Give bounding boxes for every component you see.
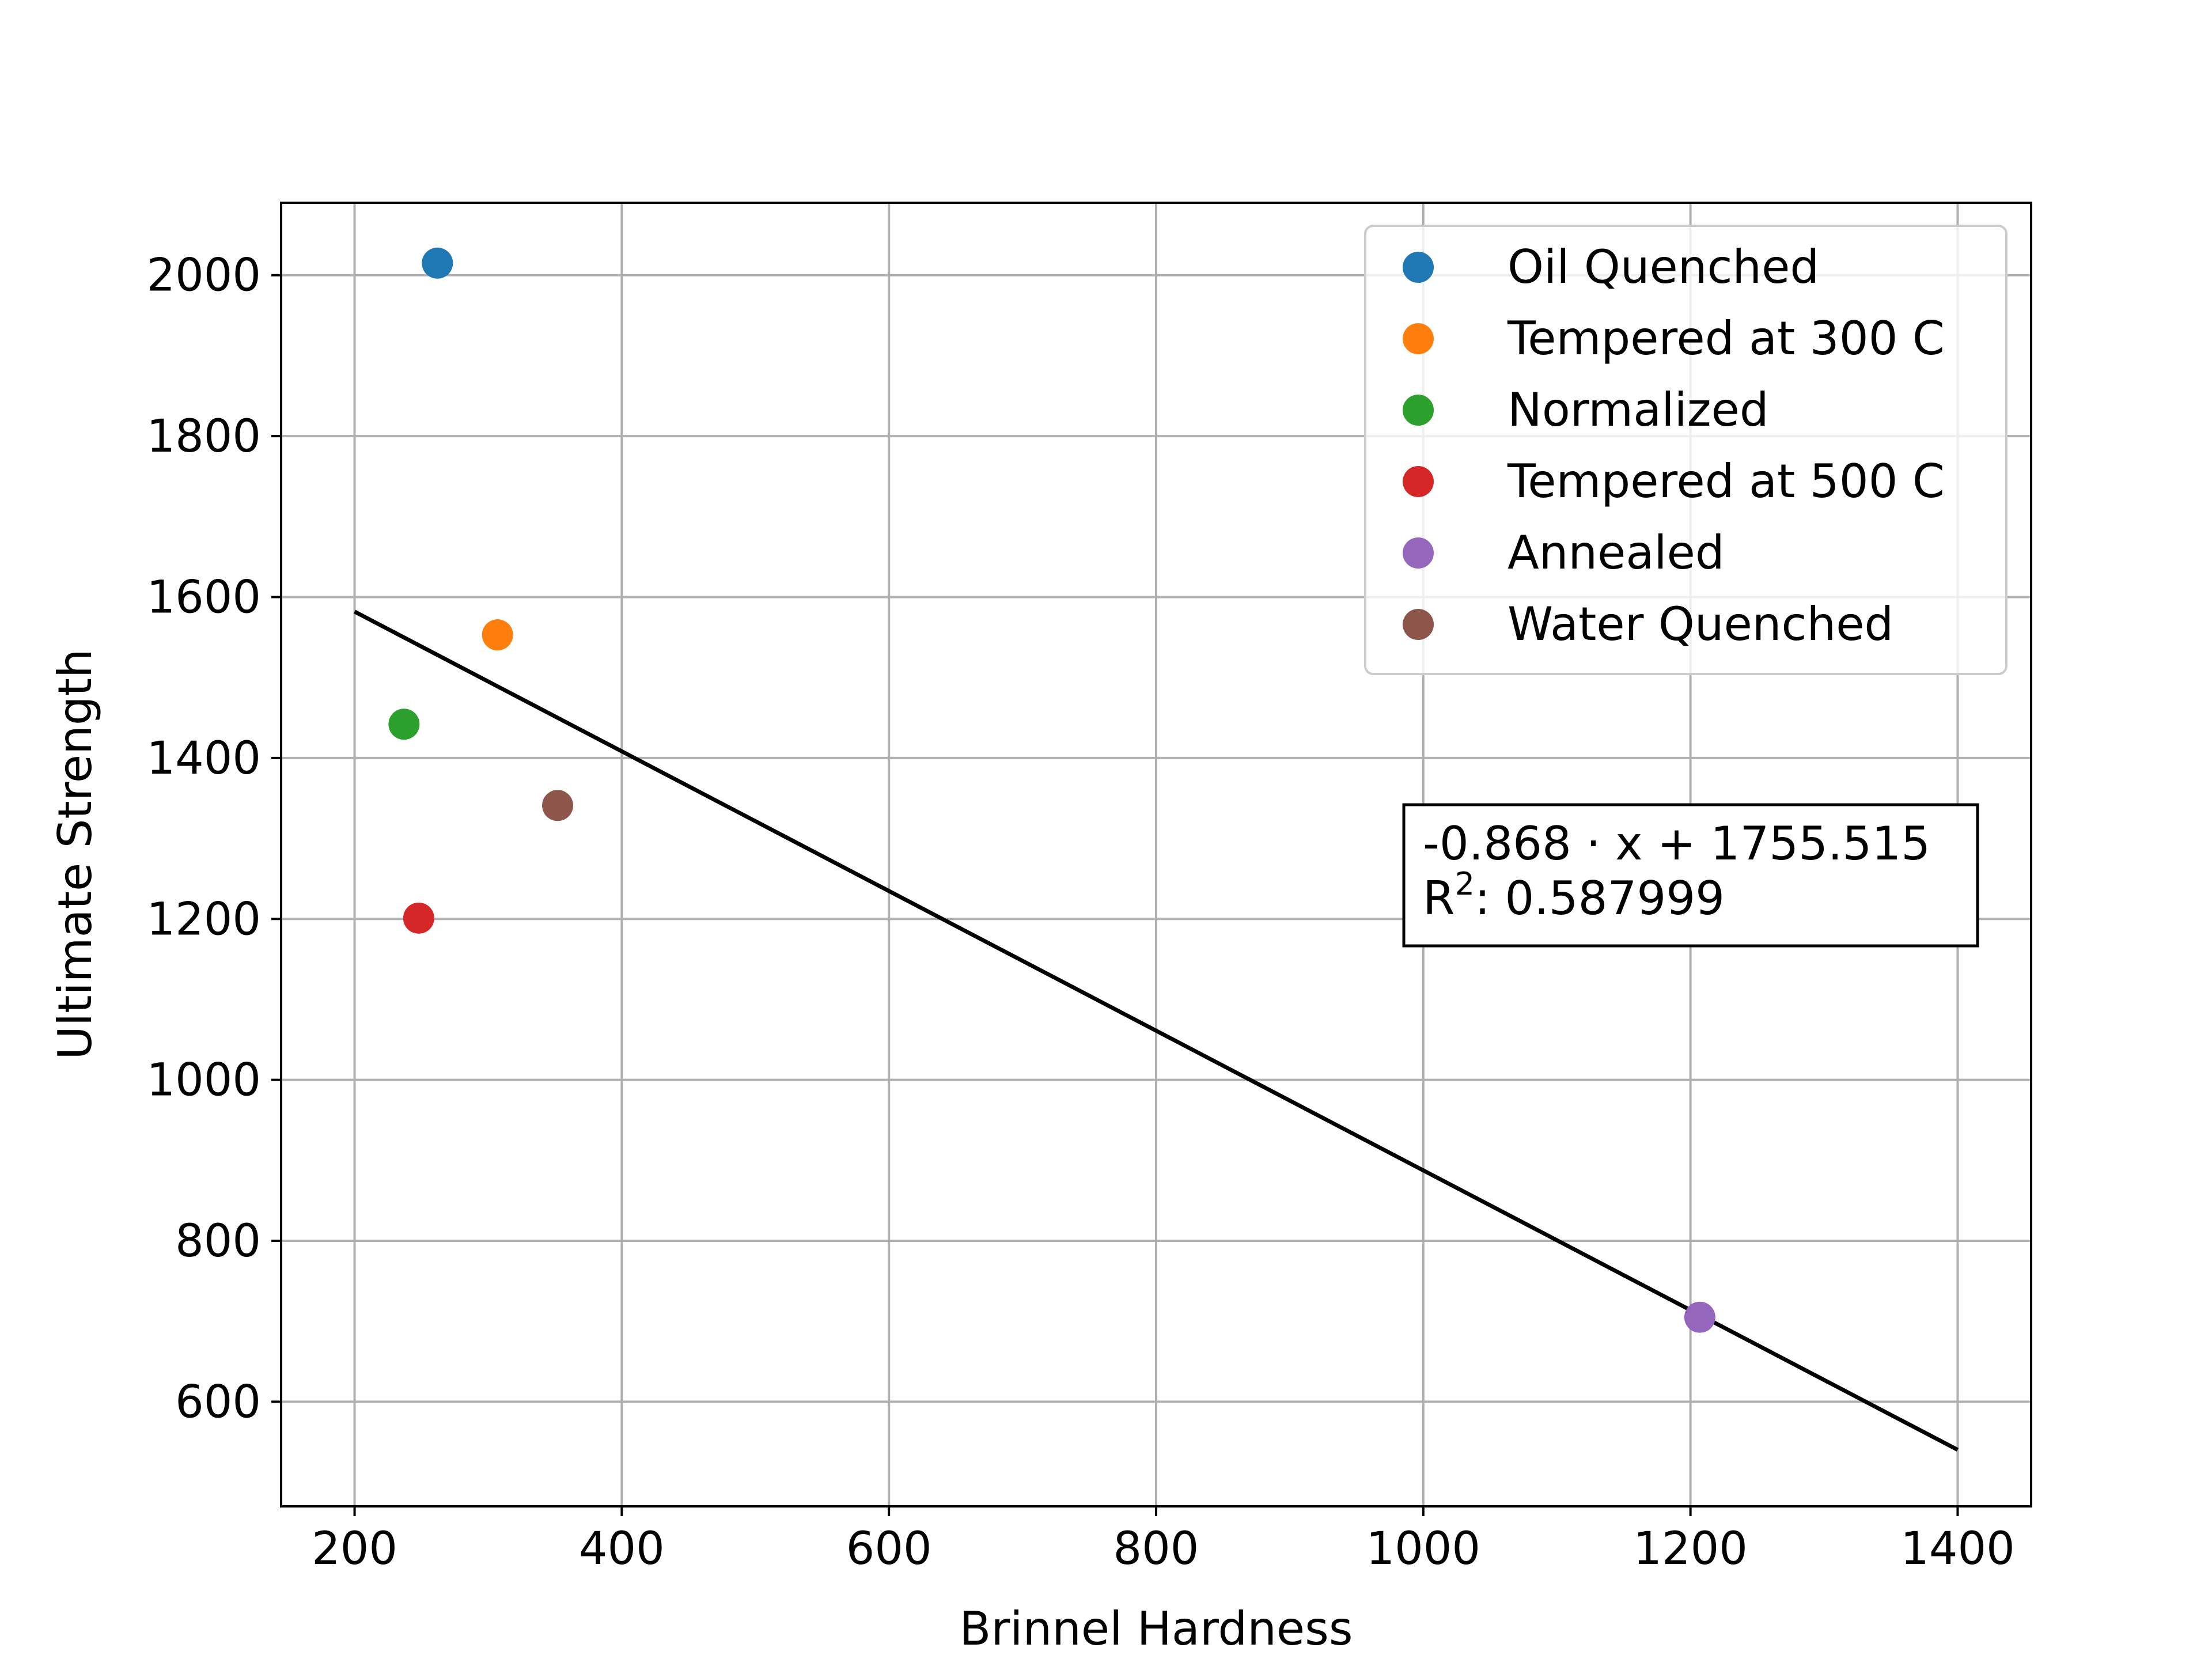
equation-frame [1402,803,1979,948]
legend-box [1364,225,2008,675]
legend-marker [1403,395,1434,426]
legend-label: Oil Quenched [1508,240,1819,294]
x-tick-label: 1400 [1900,1523,2015,1575]
legend-label: Water Quenched [1508,597,1893,651]
x-tick-label: 800 [1113,1523,1199,1575]
x-tick-label: 600 [846,1523,932,1575]
y-tick-label: 2000 [146,250,261,302]
data-point [403,902,434,934]
legend-marker [1403,252,1434,283]
x-tick-label: 200 [312,1523,397,1575]
legend-marker [1403,537,1434,569]
y-tick-label: 1200 [146,893,261,945]
legend: Oil Quenched Tempered at 300 C Normalized T… [1364,225,2008,675]
legend-label: Tempered at 300 C [1507,312,1945,365]
r-squared-value: : 0.587999 [1475,872,1725,925]
y-tick-label: 600 [175,1376,261,1428]
y-tick-label: 1600 [146,571,261,623]
legend-marker [1403,609,1434,640]
x-tick-label: 400 [579,1523,665,1575]
y-axis-label: Ultimate Strength [48,649,102,1059]
data-point [388,709,420,740]
r-squared-symbol: R [1423,872,1455,925]
x-axis-ticks: 200 400 600 800 1000 1200 1400 [312,1506,2015,1575]
r-squared-exponent: 2 [1455,866,1475,902]
legend-label: Tempered at 500 C [1507,454,1945,508]
x-tick-label: 1200 [1633,1523,1748,1575]
y-tick-label: 800 [175,1215,261,1267]
equation-box: -0.868 · x + 1755.515 R2: 0.587999 [1402,803,1979,948]
data-point [542,790,574,821]
y-tick-label: 1800 [146,411,261,463]
legend-marker [1403,323,1434,354]
legend-label: Annealed [1508,526,1725,579]
y-tick-label: 1400 [146,733,261,785]
legend-marker [1403,466,1434,497]
equation-text: -0.868 · x + 1755.515 [1423,817,1930,870]
data-points [388,247,1715,1333]
x-axis-label: Brinnel Hardness [959,1602,1353,1656]
data-point [422,247,453,279]
data-point [1684,1301,1715,1333]
data-point [482,619,513,651]
y-axis-ticks: 600 800 1000 1200 1400 1600 1800 2000 [146,250,281,1428]
x-tick-label: 1000 [1366,1523,1481,1575]
legend-items: Oil Quenched Tempered at 300 C Normalized T… [1403,240,1945,651]
y-tick-label: 1000 [146,1055,261,1107]
legend-label: Normalized [1508,383,1769,437]
r-squared-text: R2: 0.587999 [1423,866,1725,925]
